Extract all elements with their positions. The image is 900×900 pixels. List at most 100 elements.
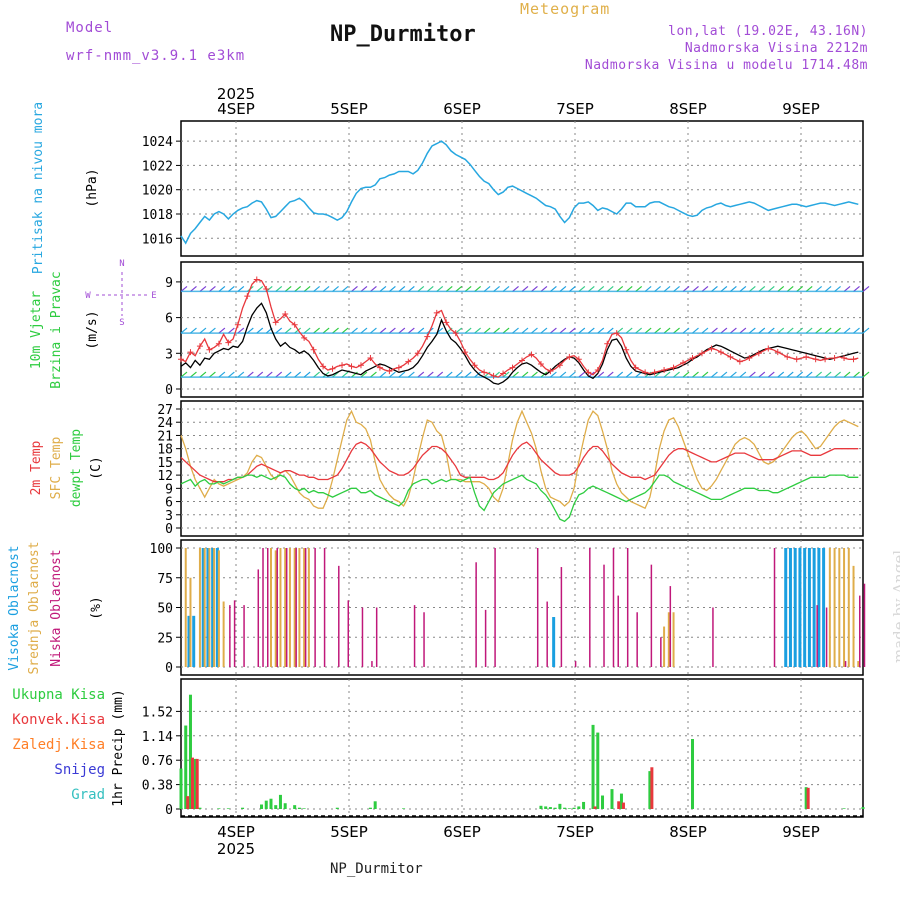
precip-unit: 1hr Precip (mm) (111, 689, 126, 806)
wind-direction-flag (227, 327, 235, 334)
wind-direction-flag (389, 371, 396, 378)
wind-direction-flag (805, 285, 813, 292)
wind-direction-flag (758, 327, 766, 334)
wind-gust-marker (357, 362, 364, 369)
precip-bar-total (373, 801, 377, 809)
wind-direction-flag (190, 371, 197, 378)
wind-gust-marker (481, 369, 488, 376)
wind-direction-flag (360, 327, 368, 334)
wind-direction-flag (493, 285, 500, 292)
temp-y-tick-label: 0 (165, 522, 173, 537)
wind-direction-flag (218, 371, 226, 378)
wind-direction-flag (341, 327, 349, 334)
wind-direction-flag (360, 285, 368, 292)
wind-direction-flag (370, 371, 377, 378)
wind-direction-flag (644, 285, 652, 292)
product-title: Meteogram (520, 0, 611, 18)
precip-bar-total (601, 795, 605, 809)
wind-direction-flag (730, 371, 737, 378)
wind-gust-marker (528, 351, 535, 358)
wind-direction-flag (313, 285, 320, 292)
cloud-unit: (%) (89, 596, 104, 619)
precip-bar-total (577, 806, 581, 809)
wind-gust-marker (509, 364, 516, 371)
wind-direction-flag (407, 371, 415, 378)
wind-gust-marker (642, 369, 649, 376)
wind-direction-flag (389, 327, 396, 334)
wind-gust-marker (196, 343, 203, 350)
wind-direction-flag (531, 371, 538, 378)
wind-direction-flag (578, 327, 586, 334)
wind-gust-marker (661, 366, 668, 373)
wind-direction-flag (767, 371, 775, 378)
wind-direction-flag (455, 371, 463, 378)
wind-direction-flag (796, 371, 804, 378)
wind-gust-marker (680, 359, 687, 366)
wind-direction-flag (663, 285, 671, 292)
model-elevation-label: Nadmorska Visina u modelu 1714.48m (584, 58, 868, 73)
precip-bar-total (278, 794, 282, 809)
precip-bar-convective (621, 802, 625, 809)
wind-direction-flag (578, 371, 586, 378)
precip-bar-total (402, 808, 406, 809)
wind-direction-flag (625, 285, 633, 292)
wind-direction-flag (426, 285, 434, 292)
wind-gust-marker (367, 355, 374, 362)
wind-direction-flag (512, 371, 519, 378)
wind-direction-flag (682, 285, 690, 292)
clouds-y-tick-label: 75 (157, 572, 173, 587)
wind-direction-flag (815, 371, 823, 378)
wind-gust-marker (850, 356, 857, 363)
precip-bar-total (582, 801, 586, 809)
wind-gust-marker (613, 330, 620, 337)
wind-direction-flag (313, 327, 320, 334)
wind-direction-flag (796, 285, 804, 292)
wind-direction-flag (540, 285, 548, 292)
wind-direction-flag (209, 285, 216, 292)
wind-y-tick-label: 0 (165, 383, 173, 398)
temp-y-tick-label: 18 (157, 443, 173, 458)
wind-gust-marker (282, 311, 289, 318)
wind-gust-marker (376, 364, 383, 371)
wind-direction-flag (597, 285, 605, 292)
wind-direction-flag (256, 285, 264, 292)
wind-direction-flag (777, 285, 785, 292)
precip-y-tick-label: 0.76 (142, 754, 173, 769)
wind-gust-marker (187, 349, 194, 356)
precip-bar-total (264, 800, 268, 809)
wind-direction-flag (796, 327, 804, 334)
wind-gust-marker (471, 362, 478, 369)
wind-direction-flag (227, 285, 235, 292)
wind-direction-flag (379, 371, 387, 378)
wind-gust-marker (575, 356, 582, 363)
wind-direction-flag (711, 285, 718, 292)
wind-direction-flag (313, 371, 320, 378)
precip-bar-total (596, 732, 600, 809)
wind-direction-flag (275, 285, 283, 292)
wind-direction-flag (673, 285, 680, 292)
wind-gust-marker (386, 368, 393, 375)
pressure-frame (180, 120, 864, 257)
wind-gust-marker (253, 276, 260, 283)
wind-direction-flag (407, 327, 415, 334)
wind-direction-flag (531, 285, 538, 292)
wind-direction-flag (853, 327, 860, 334)
wind-gust-marker (414, 350, 421, 357)
wind-direction-flag (256, 371, 264, 378)
precip-bar-total (188, 694, 192, 809)
wind-gust-marker (803, 353, 810, 360)
wind-direction-flag (407, 285, 415, 292)
wind-direction-flag (379, 327, 387, 334)
wind-direction-flag (692, 371, 699, 378)
wind-subtitle: Brzina i Pravac (49, 271, 64, 388)
wind-direction-flag (815, 285, 823, 292)
wind-direction-flag (625, 371, 633, 378)
precip-bar-convective (593, 806, 597, 809)
wind-gust-marker (689, 355, 696, 362)
wind-gust-marker (329, 365, 336, 372)
wind-direction-flag (625, 327, 633, 334)
clouds-y-tick-label: 100 (150, 542, 173, 557)
pressure-y-tick-label: 1024 (142, 135, 173, 150)
pressure-y-tick-label: 1022 (142, 159, 173, 174)
wind-speed-line (180, 302, 859, 385)
